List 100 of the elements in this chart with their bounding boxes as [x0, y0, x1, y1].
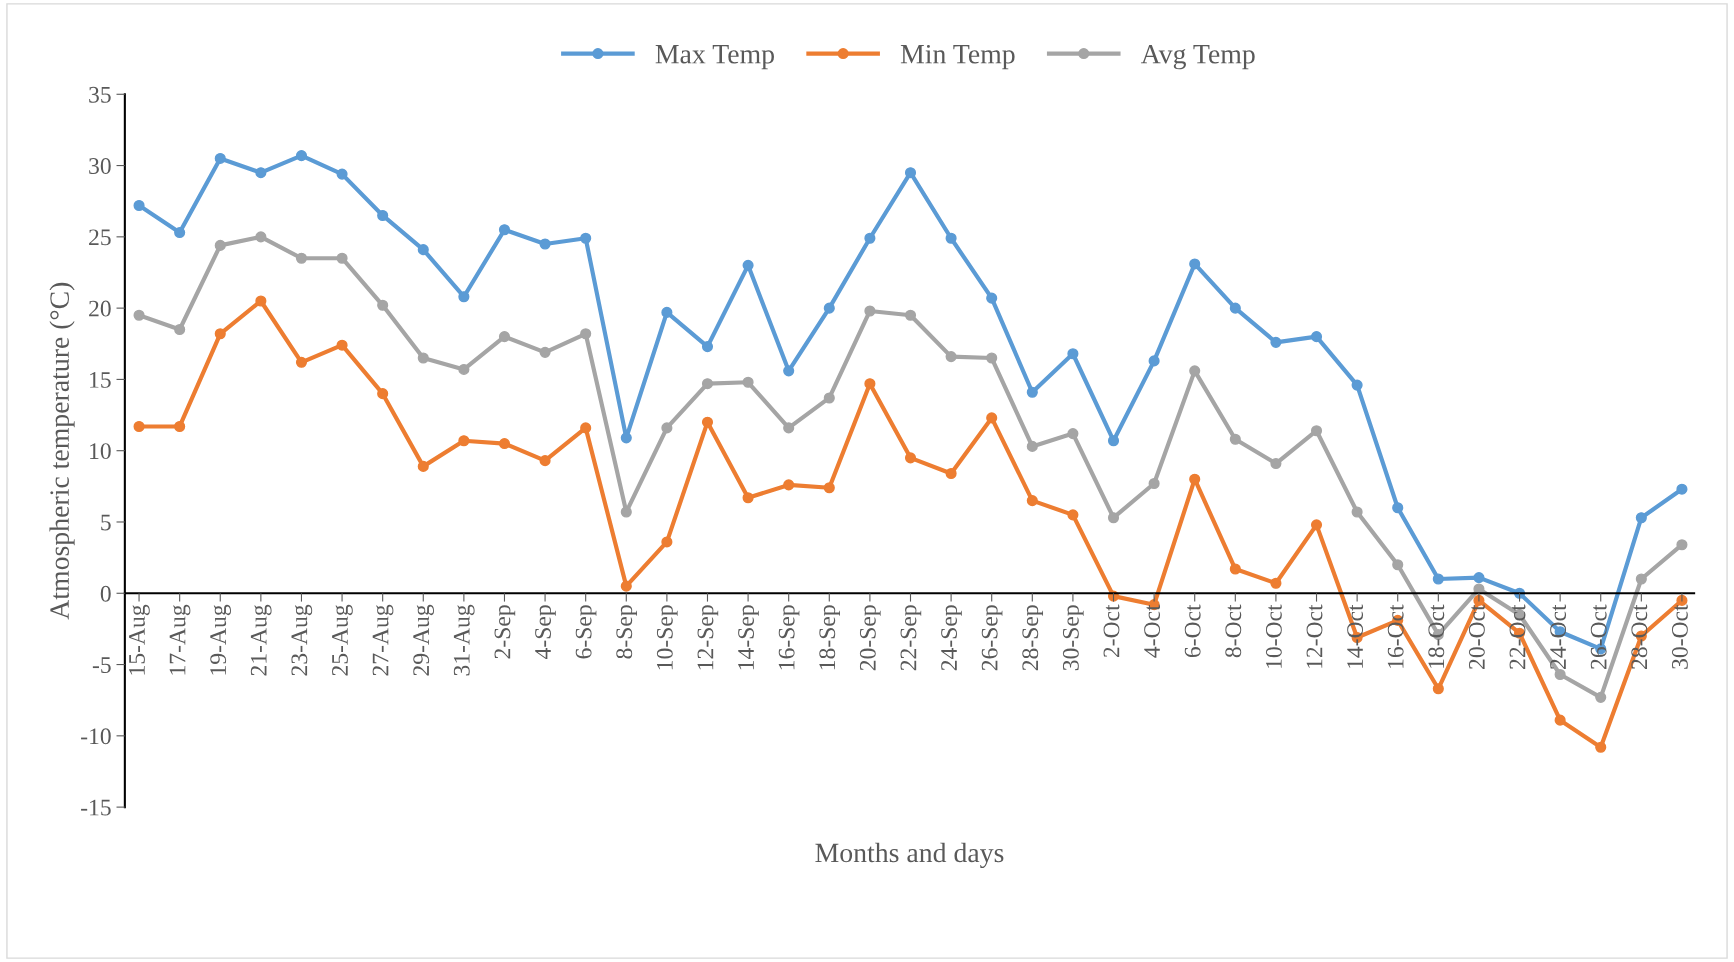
point — [336, 339, 348, 351]
point — [539, 346, 551, 358]
point — [864, 232, 876, 244]
point — [1189, 258, 1201, 270]
x-tick-label: 19-Aug — [210, 604, 231, 675]
point — [1026, 495, 1038, 507]
legend-label: Avg Temp — [1140, 44, 1255, 70]
point — [1676, 483, 1688, 495]
point — [174, 420, 186, 433]
point — [783, 365, 795, 377]
point — [580, 328, 592, 340]
x-tick-label: 14-Oct — [1347, 604, 1364, 668]
point — [1432, 573, 1444, 585]
x-tick-label: 28-Oct — [1631, 604, 1648, 669]
point — [1270, 577, 1282, 589]
x-tick-label: 24-Oct — [1550, 604, 1567, 669]
point — [295, 252, 308, 264]
point — [214, 239, 226, 251]
x-tick-label: 21-Aug — [250, 604, 272, 676]
point — [1026, 440, 1038, 452]
point — [377, 388, 389, 400]
point — [1148, 355, 1160, 367]
x-tick-label: 4-Oct — [1144, 604, 1161, 658]
x-tick-label: 16-Sep — [778, 605, 800, 670]
point — [986, 412, 998, 424]
x-tick-label: 22-Sep — [900, 605, 922, 671]
point — [1676, 539, 1688, 551]
x-tick-label: 24-Sep — [941, 605, 962, 671]
point — [1554, 714, 1566, 726]
point — [783, 422, 795, 434]
point — [1595, 741, 1607, 753]
point — [742, 492, 754, 504]
point — [620, 580, 632, 592]
point — [661, 306, 673, 318]
x-tick-label: 10-Oct — [1265, 604, 1282, 668]
point — [174, 323, 186, 336]
x-tick-label: 20-Sep — [859, 605, 881, 671]
point — [295, 356, 308, 368]
point — [1554, 668, 1566, 681]
x-tick-label: 14-Sep — [738, 605, 759, 670]
x-tick-label: 4-Sep — [535, 605, 556, 659]
point — [133, 199, 145, 212]
y-tick-label: 15 — [90, 372, 111, 388]
point — [1351, 506, 1363, 518]
point — [1067, 509, 1079, 521]
y-tick-label: -15 — [81, 799, 111, 816]
x-tick-label: 17-Aug — [169, 604, 191, 675]
point — [823, 302, 835, 314]
x-tick-label: 22-Oct — [1509, 604, 1526, 669]
point — [255, 295, 267, 307]
point — [1392, 502, 1404, 514]
point — [498, 331, 511, 343]
x-tick-label: 18-Oct — [1428, 604, 1445, 668]
point — [255, 167, 267, 179]
x-tick-label: 27-Aug — [372, 604, 394, 676]
point — [458, 363, 470, 375]
point — [701, 416, 714, 428]
y-tick-label: 25 — [89, 229, 111, 246]
y-tick-label: -5 — [92, 657, 111, 673]
point — [1067, 348, 1079, 360]
x-tick-label: 12-Sep — [697, 605, 719, 670]
y-tick-label: 35 — [89, 86, 111, 103]
x-tick-label: 2-Sep — [494, 605, 516, 659]
point — [295, 150, 308, 162]
point — [620, 506, 632, 518]
point — [1229, 302, 1241, 314]
point — [701, 378, 714, 390]
point — [1229, 433, 1241, 445]
point — [904, 167, 917, 179]
point — [133, 309, 145, 321]
point — [1148, 477, 1160, 490]
point — [945, 467, 957, 480]
point — [1310, 425, 1323, 437]
point — [1107, 512, 1120, 524]
point — [1351, 379, 1363, 391]
point — [417, 460, 429, 472]
point — [1635, 573, 1647, 585]
point — [417, 352, 429, 364]
point — [742, 376, 754, 388]
x-tick-label: 28-Sep — [1022, 605, 1044, 671]
point — [1473, 572, 1485, 584]
point — [458, 291, 470, 303]
point — [1189, 365, 1201, 377]
x-tick-label: 2-Oct — [1103, 604, 1120, 658]
y-tick-label: 20 — [89, 300, 111, 317]
point — [904, 309, 917, 321]
point — [214, 328, 226, 340]
x-tick-label: 30-Oct — [1671, 604, 1688, 669]
x-tick-label: 8-Oct — [1225, 604, 1242, 658]
point — [336, 168, 348, 180]
x-tick-label: 16-Oct — [1387, 604, 1404, 668]
y-tick-label: 5 — [101, 514, 111, 531]
x-tick-label: 15-Aug — [129, 604, 150, 675]
y-tick-label: 30 — [89, 158, 111, 174]
point — [783, 479, 795, 491]
x-tick-label: 18-Sep — [819, 605, 840, 670]
x-tick-label: 30-Sep — [1062, 605, 1084, 671]
point — [701, 341, 714, 353]
y-tick-label: -10 — [81, 728, 111, 745]
x-tick-label: 31-Aug — [453, 604, 475, 676]
